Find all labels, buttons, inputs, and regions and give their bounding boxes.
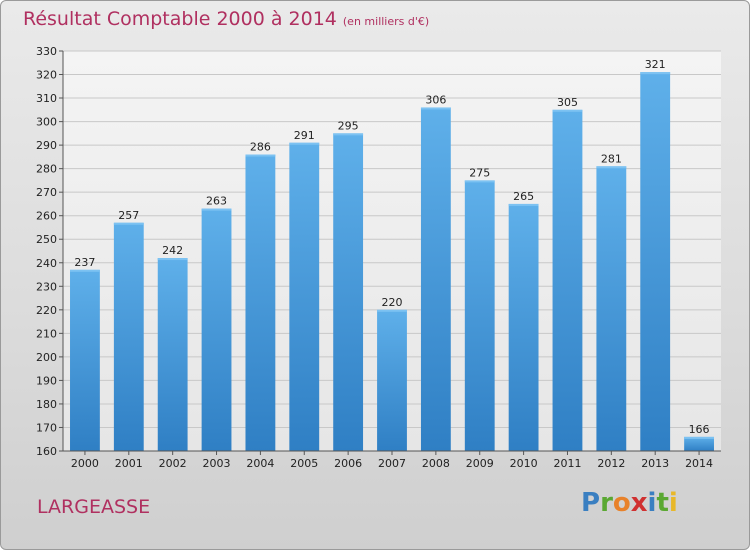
y-tick-label: 200 xyxy=(36,351,57,364)
bar-highlight xyxy=(377,309,407,312)
logo-letter-0: P xyxy=(581,488,601,518)
bar-2011 xyxy=(552,109,583,451)
value-label-2005: 291 xyxy=(294,129,315,142)
bar-2006 xyxy=(333,133,364,451)
proxiti-logo: Proxiti xyxy=(581,488,678,518)
x-tick-label-2000: 2000 xyxy=(71,457,99,470)
x-tick-label-2005: 2005 xyxy=(290,457,318,470)
y-tick-label: 160 xyxy=(36,445,57,458)
x-tick-label-2010: 2010 xyxy=(510,457,538,470)
y-tick-label: 330 xyxy=(36,45,57,58)
x-tick-label-2009: 2009 xyxy=(466,457,494,470)
value-label-2010: 265 xyxy=(513,190,534,203)
y-tick-label: 320 xyxy=(36,69,57,82)
y-tick-label: 210 xyxy=(36,327,57,340)
value-label-2008: 306 xyxy=(425,93,446,106)
bar-2014 xyxy=(684,436,714,451)
value-label-2013: 321 xyxy=(645,58,666,71)
y-tick-label: 260 xyxy=(36,210,57,223)
bar-highlight xyxy=(289,142,320,145)
y-tick-label: 280 xyxy=(36,163,57,176)
bar-highlight xyxy=(508,203,539,206)
bar-highlight xyxy=(70,269,100,272)
x-tick-label-2008: 2008 xyxy=(422,457,450,470)
y-tick-label: 310 xyxy=(36,92,57,105)
x-tick-label-2012: 2012 xyxy=(597,457,625,470)
bar-highlight xyxy=(201,208,232,211)
x-tick-label-2006: 2006 xyxy=(334,457,362,470)
logo-letter-3: x xyxy=(630,488,648,518)
bar-highlight xyxy=(552,109,583,112)
bar-highlight xyxy=(157,258,188,261)
value-label-2003: 263 xyxy=(206,195,227,208)
bar-highlight xyxy=(113,222,144,225)
bar-2004 xyxy=(245,154,276,451)
chart-subtitle: (en milliers d'€) xyxy=(342,15,430,28)
bar-2009 xyxy=(464,180,495,452)
y-tick-label: 190 xyxy=(36,374,57,387)
value-label-2002: 242 xyxy=(162,244,183,257)
x-tick-label-2013: 2013 xyxy=(641,457,669,470)
bar-highlight xyxy=(596,166,627,169)
bar-2003 xyxy=(201,208,232,451)
value-label-2014: 166 xyxy=(689,423,710,436)
value-label-2006: 295 xyxy=(338,119,359,132)
x-tick-label-2014: 2014 xyxy=(685,457,713,470)
bar-highlight xyxy=(684,436,714,439)
x-tick-label-2003: 2003 xyxy=(203,457,231,470)
x-tick-label-2004: 2004 xyxy=(246,457,274,470)
logo-letter-2: o xyxy=(612,488,631,518)
logo-letter-5: t xyxy=(656,488,669,518)
bar-highlight xyxy=(333,133,364,136)
city-name: LARGEASSE xyxy=(37,496,151,518)
bar-highlight xyxy=(464,180,495,183)
value-label-2011: 305 xyxy=(557,96,578,109)
value-label-2001: 257 xyxy=(118,209,139,222)
bar-2002 xyxy=(157,258,188,451)
y-tick-label: 250 xyxy=(36,233,57,246)
y-tick-label: 300 xyxy=(36,116,57,129)
x-tick-label-2001: 2001 xyxy=(115,457,143,470)
value-label-2000: 237 xyxy=(74,256,95,269)
value-label-2009: 275 xyxy=(469,166,490,179)
bar-2007 xyxy=(377,309,407,451)
bar-2001 xyxy=(113,222,144,451)
bar-highlight xyxy=(640,72,671,75)
x-tick-label-2007: 2007 xyxy=(378,457,406,470)
bar-2005 xyxy=(289,142,320,451)
logo-letter-6: i xyxy=(668,488,678,518)
bar-2010 xyxy=(508,203,539,451)
logo-letter-4: i xyxy=(647,488,657,518)
y-tick-label: 230 xyxy=(36,280,57,293)
logo-letter-1: r xyxy=(600,488,613,518)
value-label-2012: 281 xyxy=(601,152,622,165)
bar-2000 xyxy=(70,269,100,451)
y-tick-label: 290 xyxy=(36,139,57,152)
value-label-2004: 286 xyxy=(250,141,271,154)
bar-highlight xyxy=(245,154,276,157)
bar-highlight xyxy=(420,107,451,110)
x-tick-label-2002: 2002 xyxy=(159,457,187,470)
x-tick-label-2011: 2011 xyxy=(553,457,581,470)
bar-2008 xyxy=(420,107,451,452)
y-tick-label: 270 xyxy=(36,186,57,199)
chart-title-row: Résultat Comptable 2000 à 2014 (en millie… xyxy=(23,8,429,30)
y-tick-label: 170 xyxy=(36,421,57,434)
y-tick-label: 240 xyxy=(36,257,57,270)
bar-2013 xyxy=(640,72,671,452)
y-tick-label: 180 xyxy=(36,398,57,411)
bar-2012 xyxy=(596,166,627,451)
value-label-2007: 220 xyxy=(382,296,403,309)
y-tick-label: 220 xyxy=(36,304,57,317)
chart-title: Résultat Comptable 2000 à 2014 xyxy=(23,8,337,30)
